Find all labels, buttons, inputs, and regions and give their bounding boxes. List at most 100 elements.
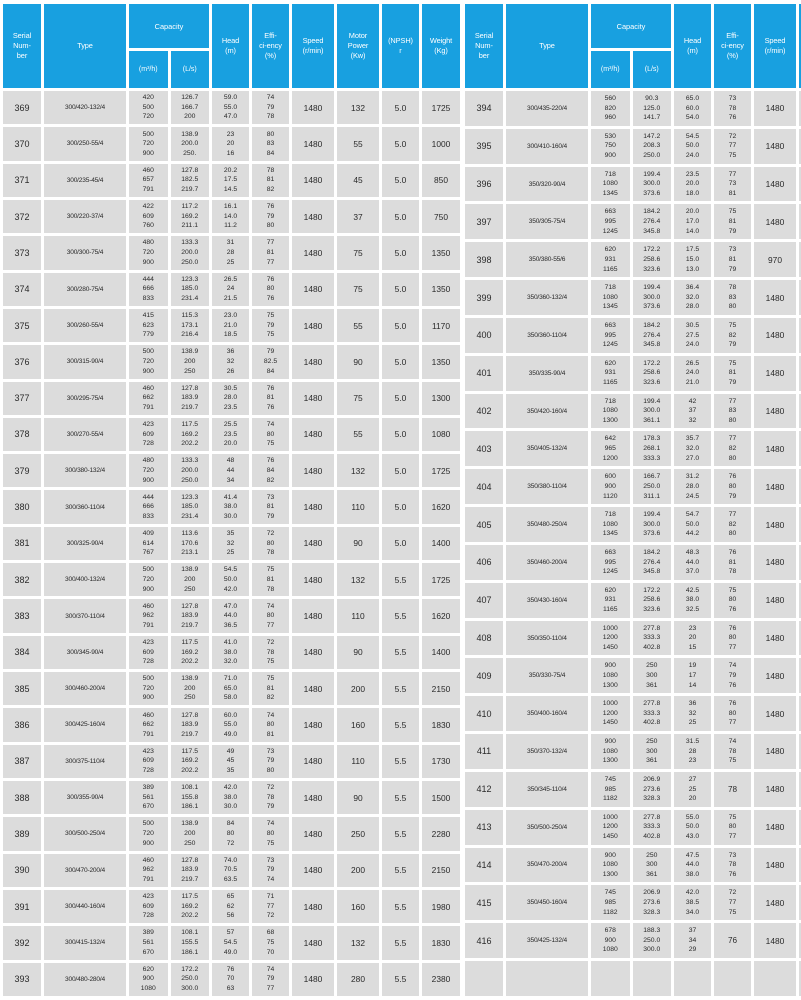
- cell-npshr: 5.0: [382, 490, 419, 524]
- cell-capacity-ls: 250 300 361: [632, 734, 671, 769]
- cell-capacity-ls: 117.5 169.2 202.2: [170, 889, 209, 924]
- cell-weight: 1830: [422, 708, 460, 742]
- cell-capacity-m3h: 460 962 791: [129, 853, 168, 887]
- table-row: 410 350/400-160/4 1000 1200 1450 277.8 333.3 40…: [465, 696, 801, 732]
- cell-type: 300/300-75/4: [44, 236, 126, 270]
- cell-capacity-group: 460 662 791 127.8 183.9 219.7: [129, 381, 209, 415]
- cell-efficiency: 74 79 77: [252, 962, 289, 996]
- cell-capacity-m3h: 900 1080 1300: [591, 734, 630, 769]
- header-capacity-group: Capacity (m³/h) (L/s): [129, 4, 209, 88]
- cell-speed: 1480: [292, 889, 334, 924]
- cell-motor-power: 200: [799, 544, 801, 580]
- header-head-line-2: (m): [687, 46, 698, 55]
- cell-capacity-m3h: 500 720 900: [129, 127, 168, 161]
- cell-weight: 1080: [422, 417, 460, 452]
- table-row: 389 300/500-250/4 500 720 900 138.9 200 250 84 80…: [3, 817, 460, 851]
- cell-capacity-group: 500 720 900 138.9 200 250: [129, 345, 209, 379]
- cell-motor-power: 90: [799, 166, 801, 202]
- cell-head: 17.5 15.0 13.0: [674, 242, 711, 278]
- cell-speed: 1480: [754, 166, 796, 202]
- cell-motor-power: 90: [337, 780, 379, 815]
- cell-efficiency: 73 81 79: [714, 242, 751, 278]
- cell-motor-power: 160: [337, 889, 379, 924]
- cell-speed: 1480: [754, 771, 796, 807]
- cell-efficiency: 74 79 78: [252, 91, 289, 125]
- cell-motor-power: [799, 961, 801, 996]
- table-row: 387 300/375-110/4 423 609 728 117.5 169.2 202.2…: [3, 744, 460, 778]
- cell-capacity-group: 500 720 900 138.9 200 250: [129, 817, 209, 851]
- cell-motor-power: 37: [337, 199, 379, 234]
- cell-motor-power: 200: [337, 672, 379, 706]
- cell-head: 65 62 56: [212, 889, 249, 924]
- cell-capacity-ls: 127.8 183.9 219.7: [170, 853, 209, 887]
- cell-speed: 1480: [292, 635, 334, 669]
- cell-efficiency: 74 79 76: [714, 658, 751, 694]
- cell-capacity-m3h: 415 623 779: [129, 308, 168, 343]
- cell-motor-power: 75: [799, 204, 801, 240]
- cell-capacity-group: 444 666 833 123.3 185.0 231.4: [129, 272, 209, 306]
- cell-serial-number: 377: [3, 381, 41, 415]
- cell-npshr: 5.5: [382, 853, 419, 887]
- cell-serial-number: 403: [465, 431, 503, 467]
- header-motor-line-3: (Kw): [350, 50, 366, 60]
- header-eff-line-2: ci-ency: [259, 41, 282, 51]
- cell-speed: 1480: [292, 454, 334, 488]
- cell-head: 47.0 44.0 36.5: [212, 599, 249, 633]
- cell-capacity-ls: 127.8 182.5 219.7: [170, 163, 209, 197]
- cell-speed: 1480: [754, 280, 796, 315]
- header-type: Type: [506, 4, 588, 88]
- header-capacity: Capacity: [129, 4, 209, 48]
- cell-head: 57 54.5 49.0: [212, 926, 249, 960]
- header-eff-line-1: Effi-: [264, 31, 277, 41]
- cell-speed: 1480: [292, 853, 334, 887]
- cell-type: 300/235-45/4: [44, 163, 126, 197]
- header-serial-line-3: ber: [16, 50, 28, 60]
- cell-serial-number: 373: [3, 236, 41, 270]
- cell-type: [506, 961, 588, 996]
- cell-head: 36 32 25: [674, 696, 711, 732]
- cell-capacity-ls: 123.3 185.0 231.4: [170, 490, 209, 524]
- cell-serial-number: 396: [465, 166, 503, 202]
- cell-head: 20.2 17.5 14.5: [212, 163, 249, 197]
- cell-motor-power: 55: [337, 308, 379, 343]
- cell-motor-power: 132: [799, 734, 801, 769]
- cell-head: 35.7 32.0 27.0: [674, 431, 711, 467]
- table-row: 372 300/220-37/4 422 609 760 117.2 169.2 211.1 1…: [3, 199, 460, 234]
- cell-efficiency: 77 82 80: [714, 431, 751, 467]
- cell-capacity-group: 389 561 670 108.1 155.5 186.1: [129, 926, 209, 960]
- cell-capacity-m3h: 620 931 1165: [591, 242, 630, 278]
- cell-weight: 1830: [422, 926, 460, 960]
- table-row: 369 300/420-132/4 420 500 720 126.7 166.7 200 59…: [3, 91, 460, 125]
- cell-npshr: 5.0: [382, 308, 419, 343]
- cell-speed: 1480: [754, 317, 796, 353]
- cell-capacity-m3h: 663 995 1245: [591, 204, 630, 240]
- cell-serial-number: 375: [3, 308, 41, 343]
- cell-efficiency: 75 80 76: [714, 582, 751, 618]
- cell-weight: 1170: [422, 308, 460, 343]
- cell-type: 300/270-55/4: [44, 417, 126, 452]
- cell-type: 350/320-90/4: [506, 166, 588, 202]
- cell-head: 54.5 50.0 42.0: [212, 563, 249, 597]
- cell-weight: 1980: [422, 889, 460, 924]
- cell-capacity-group: 460 962 791 127.8 183.9 219.7: [129, 599, 209, 633]
- header-capacity-ls: (L/s): [632, 51, 671, 88]
- table-row: 399 350/360-132/4 718 1080 1345 199.4 300.0 373…: [465, 280, 801, 315]
- cell-capacity-ls: 172.2 258.6 323.6: [632, 242, 671, 278]
- cell-serial-number: 394: [465, 91, 503, 126]
- cell-capacity-group: 718 1080 1345 199.4 300.0 373.6: [591, 507, 671, 542]
- cell-npshr: 5.5: [382, 635, 419, 669]
- cell-capacity-ls: 178.3 268.1 333.3: [632, 431, 671, 467]
- cell-efficiency: 75 81 78: [252, 563, 289, 597]
- cell-capacity-m3h: 460 662 791: [129, 381, 168, 415]
- cell-capacity-m3h: 530 750 900: [591, 128, 630, 164]
- cell-weight: 1300: [422, 381, 460, 415]
- table-row: 385 300/460-200/4 500 720 900 138.9 200 250 71.0…: [3, 672, 460, 706]
- cell-weight: 2150: [422, 853, 460, 887]
- cell-efficiency: 74 80 75: [252, 417, 289, 452]
- cell-motor-power: 75: [337, 272, 379, 306]
- cell-capacity-group: 500 720 900 138.9 200.0 250.: [129, 127, 209, 161]
- cell-motor-power: 110: [337, 744, 379, 778]
- cell-weight: 1500: [422, 780, 460, 815]
- cell-serial-number: 406: [465, 544, 503, 580]
- cell-speed: 1480: [754, 809, 796, 845]
